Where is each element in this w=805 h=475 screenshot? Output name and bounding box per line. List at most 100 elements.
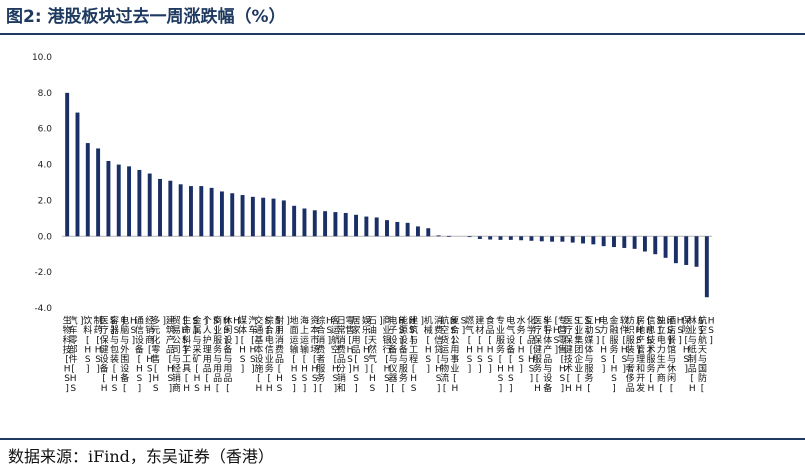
category-label: 媒体[H S]: [238, 316, 247, 375]
bar: [385, 220, 389, 237]
bar: [219, 191, 224, 237]
category-label: 娱乐[H S]: [362, 315, 371, 375]
bar: [560, 236, 565, 242]
category-label: 资本市场[H S]: [310, 316, 319, 394]
category-label: 商业银行[H S]: [382, 315, 391, 394]
category-label: 生物科技[H S]: [63, 315, 72, 394]
category-label: 建筑产品[H S]: [166, 315, 175, 394]
bar: [673, 236, 678, 264]
category-label: 客运航空[H S]: [331, 315, 340, 394]
bar: [240, 195, 245, 237]
y-tick-label: -2.0: [34, 268, 52, 278]
bar: [75, 112, 80, 237]
category-label: 地面运输[H S]: [290, 315, 299, 394]
bar: [85, 143, 90, 237]
category-label: 软件[H S]: [620, 315, 629, 375]
category-label: 饮料[H S]: [83, 315, 92, 375]
bar: [570, 236, 575, 243]
category-label: 化学品[H S]: [527, 315, 536, 385]
bar: [467, 236, 472, 238]
bar: [96, 148, 101, 237]
category-label: 房地产管理和开发[H S]: [636, 315, 652, 394]
bar: [271, 198, 276, 237]
y-tick-label: 8.0: [38, 89, 53, 99]
bar: [415, 226, 420, 237]
category-label: 日常消费品分销和零售[H S]: [337, 316, 355, 394]
bar: [137, 169, 142, 237]
category-label: 建材[H S]: [475, 315, 484, 375]
bottom-rule: [0, 438, 805, 440]
bar: [601, 236, 606, 247]
bar: [539, 236, 544, 242]
category-label: 互动媒体与服务[H S]: [585, 316, 601, 394]
bar: [333, 212, 338, 237]
category-label: 多元化零售[H S]: [151, 315, 166, 394]
category-label: 消费信贷[H S]: [434, 315, 443, 394]
category-label: 燃气[H S]: [465, 315, 474, 375]
bar: [508, 236, 513, 240]
category-label: 个人护理用品[HS]: [203, 316, 219, 394]
bar: [704, 236, 709, 298]
bar: [581, 236, 585, 244]
category-label: 综合电信业务[HS]: [265, 315, 281, 394]
bar: [343, 212, 348, 237]
bar-chart: -4.0 -2.0 0.0 2.0 4.0 6.0 8.0 10.0 生物科技[H S]汽车零部…: [32, 53, 715, 394]
bar: [426, 228, 431, 237]
bar: [612, 236, 616, 248]
bar: [395, 221, 400, 237]
bar: [436, 235, 441, 237]
category-label: 独立电力生产商[H S]: [657, 315, 673, 394]
bar: [591, 236, 596, 245]
category-label: 金属与采矿[H S]: [192, 315, 207, 394]
bar: [446, 235, 451, 237]
category-label: 复合公用事业[HS]: [450, 315, 466, 394]
category-label: 能源设备与服务[H S]: [399, 315, 415, 394]
y-tick-label: -4.0: [34, 304, 52, 314]
bar: [498, 236, 503, 240]
category-label: 商业服务与用品[H S]: [213, 315, 229, 394]
bar: [178, 184, 183, 237]
bar: [364, 216, 369, 237]
bar: [116, 164, 121, 237]
category-label: 专营零售[H S]: [558, 315, 567, 394]
category-labels-layer: 生物科技[H S]汽车零部件[H S] 饮料[H S]制药[H S]医疗保健设备[HS]容…: [63, 315, 715, 394]
category-label: 电脑与外围设备[H S]: [120, 315, 136, 394]
bar: [209, 187, 214, 237]
bar: [694, 236, 699, 267]
category-label: 电气设备[H S]: [506, 315, 515, 394]
bar: [354, 214, 359, 237]
bar: [323, 211, 328, 237]
bars-layer: [65, 92, 709, 298]
bar: [632, 236, 637, 249]
bar: [684, 236, 689, 265]
category-label: 汽车[H S]: [248, 315, 257, 375]
category-label: 水务[H S]: [517, 315, 526, 375]
category-label: 交通基本设施[HS]: [254, 315, 270, 394]
bar: [281, 200, 286, 237]
bar: [230, 193, 235, 237]
data-source: 数据来源：iFind，东吴证券（香港）: [8, 447, 274, 466]
bar: [488, 236, 493, 240]
category-label: 保险[H S]: [682, 315, 691, 375]
bar: [405, 222, 410, 237]
category-label: 通信设备[H S]: [135, 316, 144, 394]
category-label: 建筑与工程[H S]: [409, 315, 424, 394]
category-label: 贸易公司与经销商[H S]: [172, 315, 188, 394]
category-label: 制药[H S]: [94, 315, 103, 375]
bar: [147, 173, 152, 237]
figure-title: 图2: 港股板块过去一周涨跌幅（%）: [6, 7, 286, 27]
category-label: 工业集团企业[HS]: [574, 317, 590, 394]
category-label: 海上运输[H S]: [300, 315, 309, 394]
category-label: 半导体产品与设备[H S]: [543, 315, 559, 394]
category-label: 信息技术服务[HS]: [646, 315, 662, 394]
category-label: 石油天然气[H S]: [368, 317, 383, 394]
bar: [189, 186, 193, 237]
bar: [374, 217, 379, 237]
bar: [65, 92, 70, 237]
category-label: 专业服务[H S]: [496, 315, 505, 394]
y-tick-label: 0.0: [38, 232, 53, 242]
category-label: 金融服务[H S]: [609, 315, 618, 394]
bar: [292, 205, 297, 237]
category-label: 食品[H S]: [486, 315, 495, 375]
category-label: 综合消费者服务[H S]: [316, 315, 332, 394]
